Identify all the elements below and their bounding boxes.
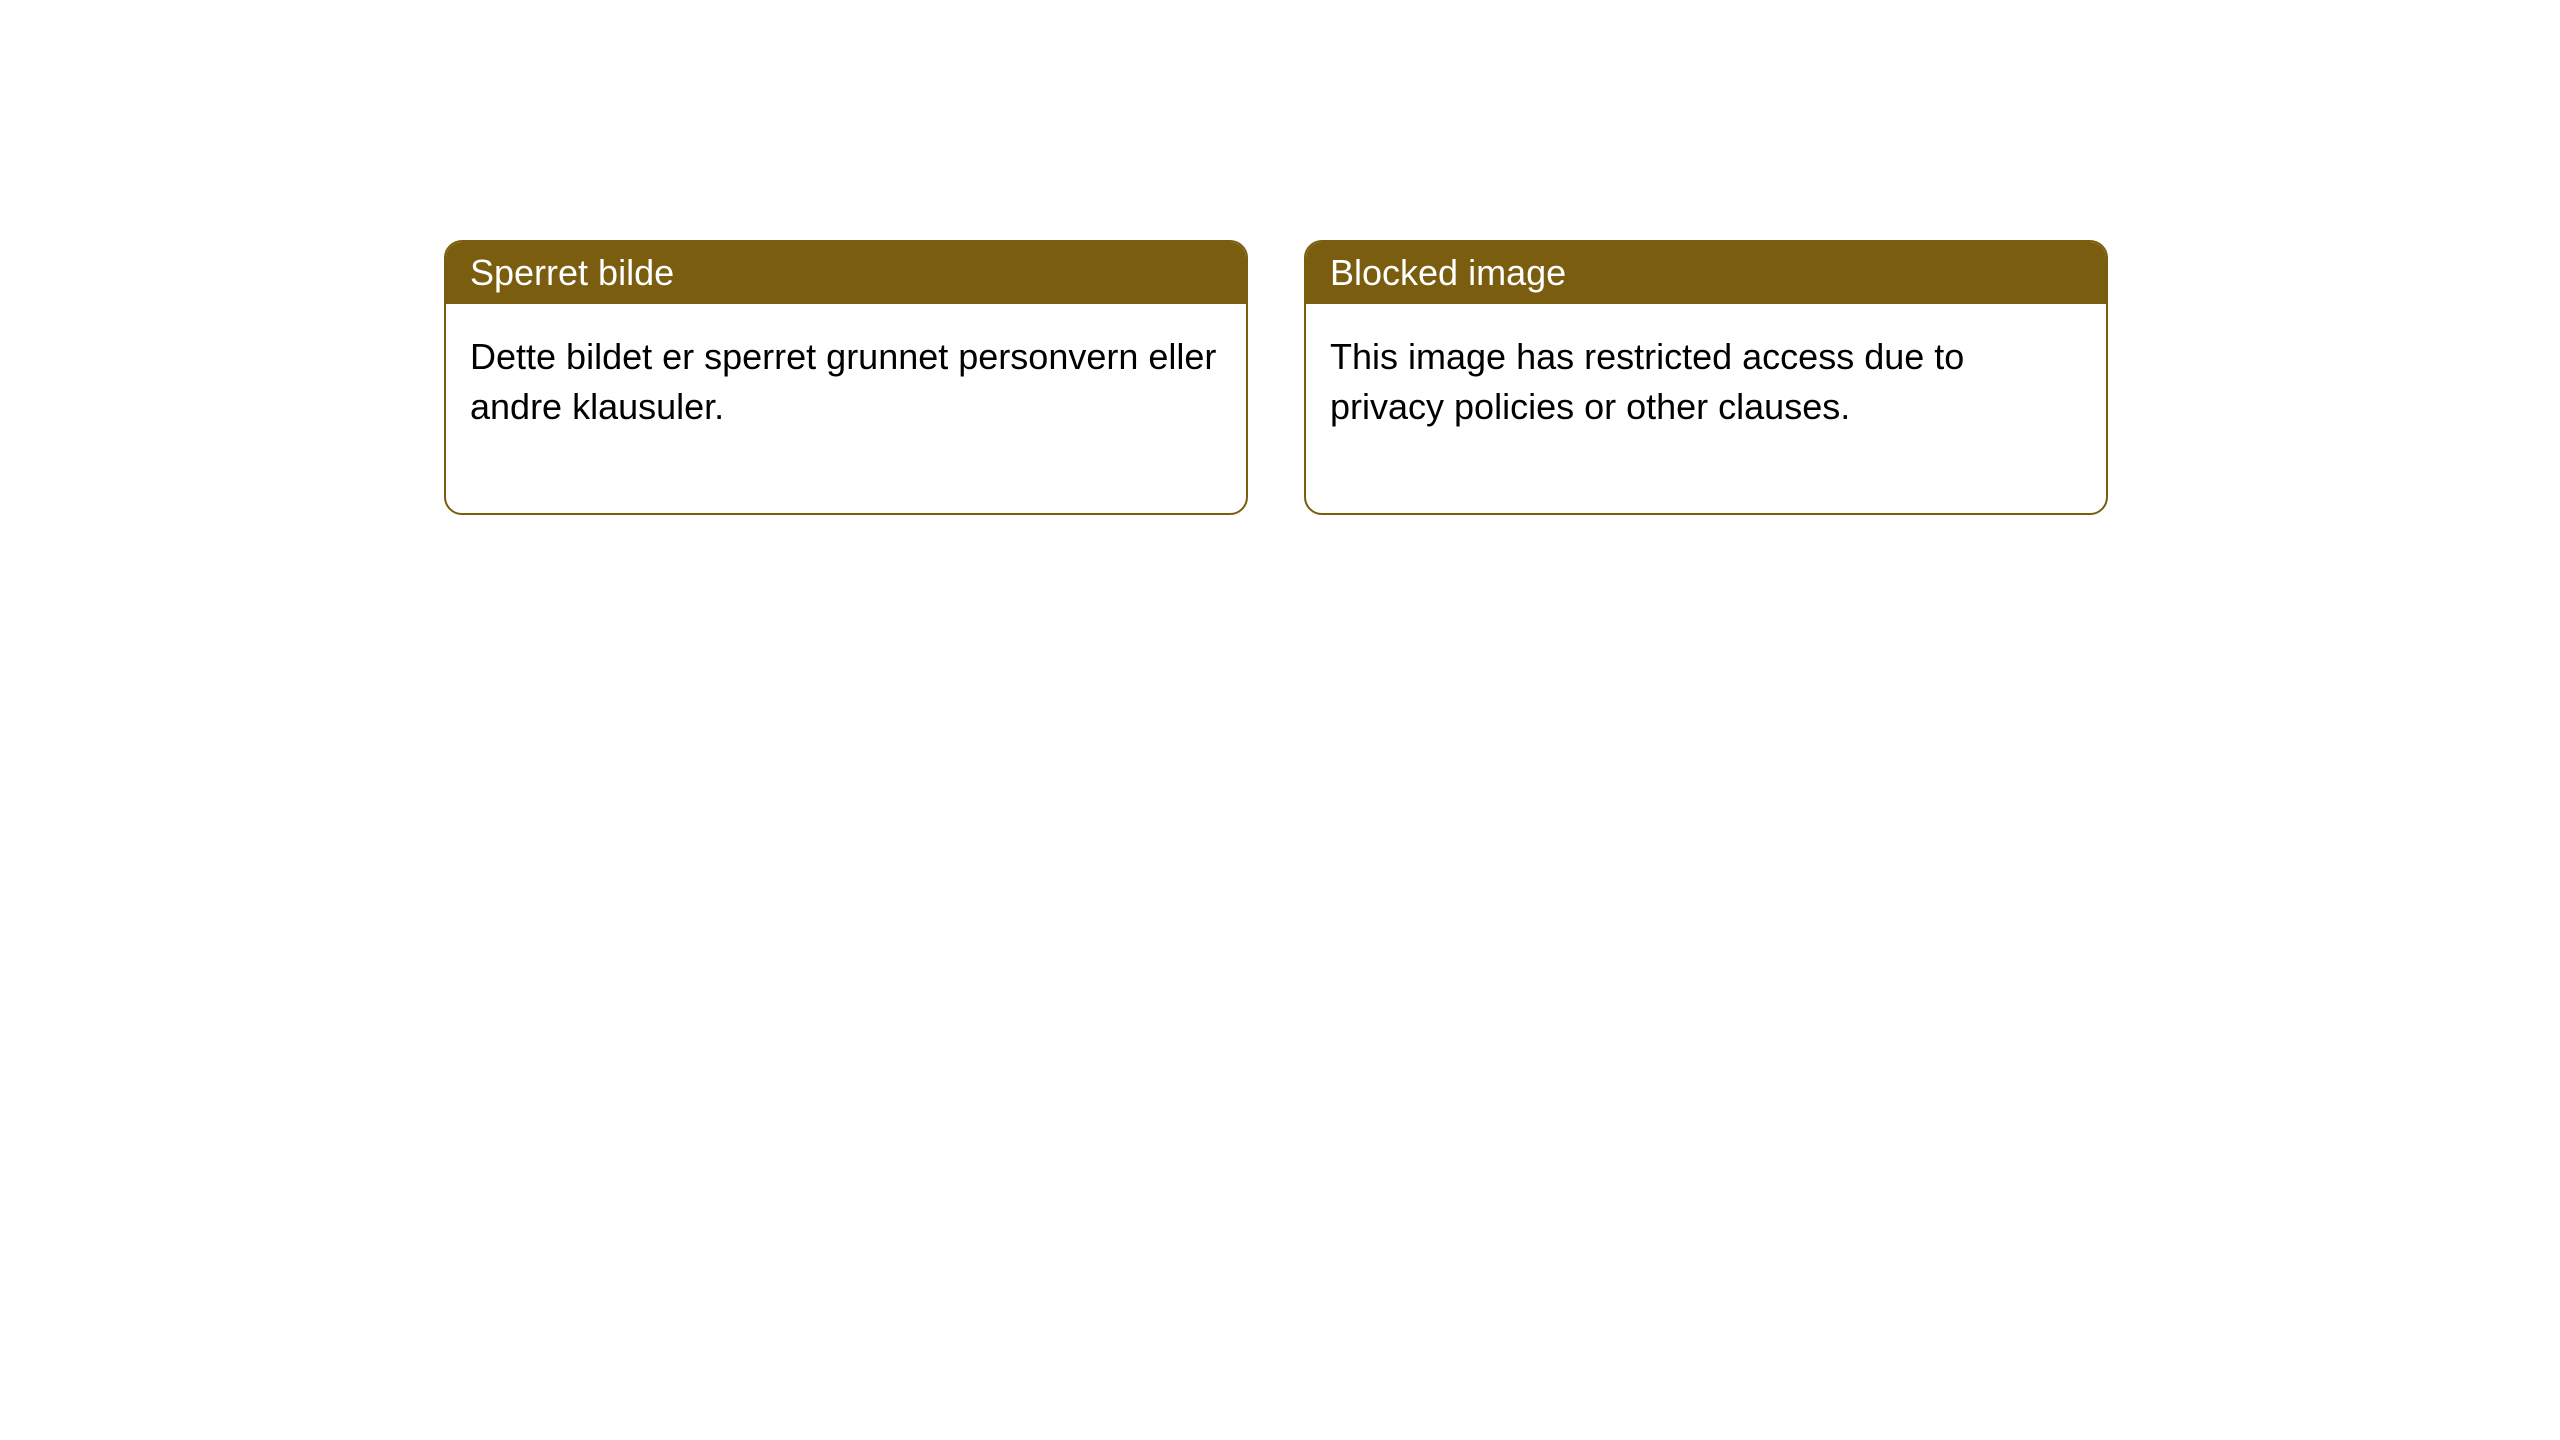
card-title: Sperret bilde: [470, 252, 674, 293]
blocked-image-card-en: Blocked image This image has restricted …: [1304, 240, 2108, 515]
card-body: Dette bildet er sperret grunnet personve…: [446, 304, 1246, 513]
card-body-text: This image has restricted access due to …: [1330, 336, 1964, 427]
blocked-image-card-no: Sperret bilde Dette bildet er sperret gr…: [444, 240, 1248, 515]
card-body-text: Dette bildet er sperret grunnet personve…: [470, 336, 1216, 427]
card-title: Blocked image: [1330, 252, 1566, 293]
notice-container: Sperret bilde Dette bildet er sperret gr…: [0, 0, 2560, 515]
card-header: Sperret bilde: [446, 242, 1246, 304]
card-body: This image has restricted access due to …: [1306, 304, 2106, 513]
card-header: Blocked image: [1306, 242, 2106, 304]
